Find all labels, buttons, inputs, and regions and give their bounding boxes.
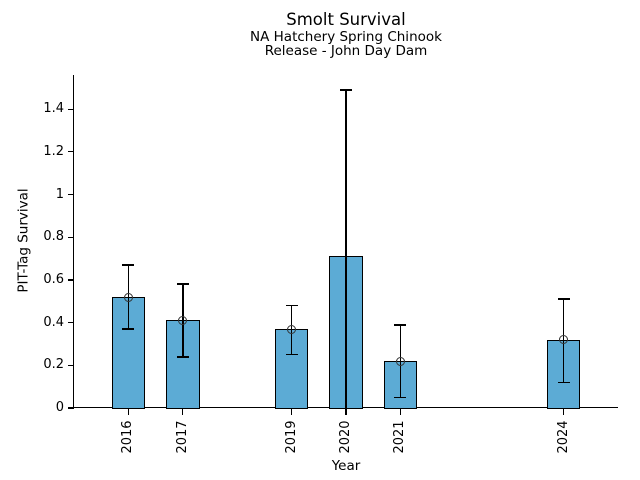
y-tick-label: 0.4 [43, 314, 64, 330]
marker-2019 [287, 324, 297, 334]
x-tick-mark-2016 [127, 408, 129, 415]
y-tick-label: 0 [55, 400, 64, 415]
error-cap-top-2024 [557, 298, 570, 300]
error-cap-top-2021 [394, 323, 407, 326]
y-tick-mark [67, 407, 74, 409]
marker-2021 [395, 356, 405, 366]
x-tick-mark-2024 [563, 408, 565, 415]
x-tick-label-2020: 2020 [338, 420, 353, 454]
x-tick-mark-2017 [182, 408, 184, 415]
error-cap-bottom-2024 [557, 381, 570, 384]
y-tick-label: 0.8 [43, 229, 64, 245]
y-tick-mark [67, 279, 74, 281]
y-tick-label: 1.2 [43, 143, 64, 159]
x-tick-label-2016: 2016 [120, 420, 136, 454]
y-tick-label: 1.4 [43, 101, 64, 117]
x-tick-mark-2019 [291, 408, 293, 415]
error-cap-bottom-2016 [122, 328, 135, 330]
bar-2019 [274, 329, 309, 409]
x-tick-label-2024: 2024 [555, 420, 571, 454]
x-tick-label-2019: 2019 [283, 420, 299, 454]
y-tick-label: 0.6 [43, 271, 64, 287]
chart-subtitle-line1: NA Hatchery Spring Chinook [250, 29, 442, 45]
y-tick-label: 0.2 [43, 357, 64, 373]
x-tick-label-2017: 2017 [174, 420, 190, 454]
y-tick-mark [67, 322, 74, 324]
error-cap-top-2017 [176, 283, 189, 285]
error-cap-bottom-2017 [176, 355, 189, 358]
x-tick-label-2021: 2021 [392, 420, 408, 454]
marker-2016 [123, 292, 133, 302]
y-tick-mark [67, 364, 74, 366]
marker-2017 [178, 315, 188, 325]
y-tick-mark [67, 151, 74, 153]
y-tick-mark [67, 108, 74, 110]
y-tick-label: 1 [55, 186, 64, 202]
error-cap-top-2019 [285, 304, 298, 307]
error-cap-top-2020 [340, 89, 352, 91]
y-tick-mark [67, 193, 74, 196]
error-cap-bottom-2019 [285, 353, 298, 356]
x-tick-mark-2020 [345, 408, 347, 415]
error-line-2020 [345, 89, 347, 408]
marker-2024 [559, 335, 569, 345]
error-cap-bottom-2021 [394, 396, 407, 399]
error-cap-top-2016 [122, 264, 135, 266]
chart-title: Smolt Survival [286, 10, 406, 29]
chart-subtitle-line2: Release - John Day Dam [264, 43, 428, 59]
y-tick-mark [67, 236, 74, 238]
x-tick-mark-2021 [399, 408, 401, 415]
x-axis-label: Year [331, 458, 361, 474]
